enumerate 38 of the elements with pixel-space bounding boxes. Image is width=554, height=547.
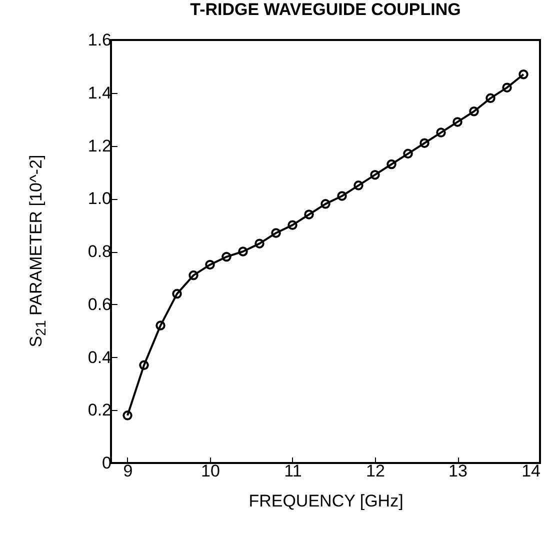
chart-title: T-RIDGE WAVEGUIDE COUPLING xyxy=(190,0,461,19)
x-tick-label: 13 xyxy=(448,462,468,480)
point xyxy=(288,220,298,230)
point xyxy=(205,260,215,270)
point xyxy=(502,82,512,92)
y-tick-label: 1.6 xyxy=(88,30,112,50)
point xyxy=(354,180,364,190)
point xyxy=(238,246,248,256)
x-tick-label: 9 xyxy=(123,462,133,480)
y-tick-label: 0.2 xyxy=(88,400,112,420)
point xyxy=(337,191,347,201)
point xyxy=(436,128,446,138)
x-tick-label: 12 xyxy=(366,462,385,480)
x-tick-label: 14 xyxy=(522,462,540,480)
point xyxy=(188,270,198,280)
y-tick-label: 1.2 xyxy=(88,136,112,156)
point xyxy=(370,170,380,180)
point xyxy=(156,320,166,330)
x-axis-title: FREQUENCY [GHz] xyxy=(248,492,404,510)
point xyxy=(386,159,396,170)
point xyxy=(139,360,149,370)
point xyxy=(469,106,479,116)
y-tick-label: 1.4 xyxy=(88,83,112,102)
point xyxy=(486,93,496,104)
point xyxy=(304,210,314,220)
x-tick-label: 10 xyxy=(201,462,220,480)
point xyxy=(254,238,264,248)
point xyxy=(172,288,182,299)
point xyxy=(403,148,413,159)
y-tick-label: 0.6 xyxy=(88,294,112,314)
point xyxy=(271,228,281,238)
y-tick-label: 0.8 xyxy=(88,242,112,261)
y-tick-label: 0.4 xyxy=(88,348,112,367)
point xyxy=(420,138,430,148)
point xyxy=(222,252,232,262)
x-tick-label: 11 xyxy=(284,462,302,480)
point xyxy=(320,199,330,209)
point xyxy=(452,117,462,127)
